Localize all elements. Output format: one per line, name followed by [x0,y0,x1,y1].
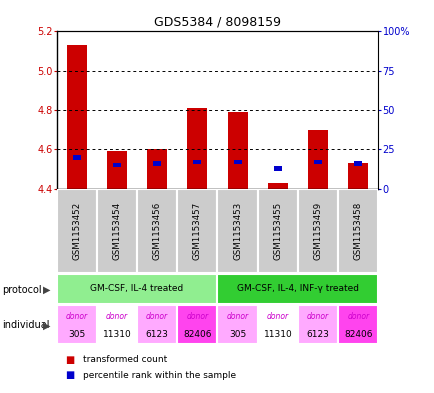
Text: GSM1153453: GSM1153453 [233,202,242,260]
Bar [137,189,177,273]
Text: GM-CSF, IL-4, INF-γ treated: GM-CSF, IL-4, INF-γ treated [237,285,358,293]
Text: individual: individual [2,320,49,331]
Bar [297,189,338,273]
Text: ▶: ▶ [43,320,51,331]
Bar [113,163,121,167]
Text: donor: donor [146,312,168,321]
Bar [227,112,247,189]
Text: GSM1153452: GSM1153452 [72,202,81,260]
Bar [153,161,161,166]
Text: 6123: 6123 [145,330,168,338]
Bar [353,161,362,166]
Bar [56,189,97,273]
Text: 82406: 82406 [343,330,372,338]
Bar [217,274,378,304]
Bar [233,160,241,164]
Bar [307,130,327,189]
Bar [177,189,217,273]
Text: GSM1153457: GSM1153457 [192,202,201,260]
Text: donor: donor [186,312,208,321]
Text: GSM1153459: GSM1153459 [313,202,322,260]
Bar [96,189,137,273]
Bar [177,305,217,344]
Bar [338,305,378,344]
Bar [338,189,378,273]
Bar [72,155,81,160]
Text: ■: ■ [65,370,74,380]
Text: GSM1153458: GSM1153458 [353,202,362,260]
Text: donor: donor [266,312,288,321]
Text: GSM1153455: GSM1153455 [273,202,282,260]
Text: ■: ■ [65,354,74,365]
Text: 11310: 11310 [263,330,292,338]
Text: 82406: 82406 [183,330,211,338]
Text: 11310: 11310 [102,330,131,338]
Text: GSM1153454: GSM1153454 [112,202,121,260]
Bar [107,151,127,189]
Text: 305: 305 [68,330,85,338]
Bar [187,108,207,189]
Text: transformed count: transformed count [82,355,167,364]
Text: donor: donor [226,312,248,321]
Text: donor: donor [346,312,368,321]
Text: ▶: ▶ [43,285,51,295]
Text: GM-CSF, IL-4 treated: GM-CSF, IL-4 treated [90,285,183,293]
Bar [96,305,137,344]
Text: donor: donor [66,312,88,321]
Text: 305: 305 [228,330,246,338]
Bar [273,166,281,171]
Bar [313,160,321,164]
Bar [147,149,167,189]
Bar [297,305,338,344]
Bar [348,163,368,189]
Text: donor: donor [105,312,128,321]
Text: percentile rank within the sample: percentile rank within the sample [82,371,235,380]
Bar [193,160,201,164]
Bar [257,305,297,344]
Text: GSM1153456: GSM1153456 [152,202,161,260]
Text: donor: donor [306,312,329,321]
Bar [137,305,177,344]
Text: protocol: protocol [2,285,42,295]
Bar [56,305,97,344]
Bar [217,305,257,344]
Bar [267,183,287,189]
Bar [257,189,297,273]
Bar [56,274,217,304]
Bar [66,45,86,189]
Bar [217,189,257,273]
Text: 6123: 6123 [306,330,329,338]
Text: GDS5384 / 8098159: GDS5384 / 8098159 [154,16,280,29]
